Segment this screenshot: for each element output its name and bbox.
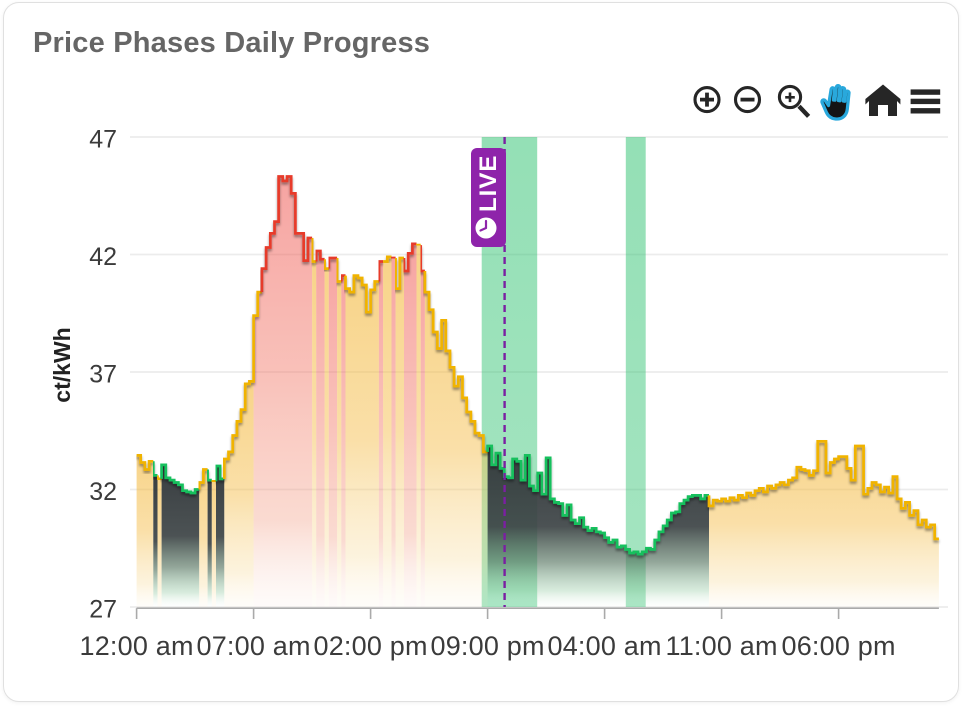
svg-text:27: 27: [89, 596, 117, 624]
svg-text:12:00 am: 12:00 am: [80, 631, 194, 661]
svg-text:06:00 pm: 06:00 pm: [782, 631, 896, 661]
svg-text:37: 37: [89, 361, 117, 389]
svg-text:42: 42: [89, 243, 117, 271]
svg-text:11:00 am: 11:00 am: [666, 631, 778, 661]
svg-text:07:00 am: 07:00 am: [197, 631, 311, 661]
svg-text:09:00 pm: 09:00 pm: [431, 631, 545, 661]
svg-text:47: 47: [89, 126, 117, 154]
svg-text:04:00 am: 04:00 am: [548, 631, 662, 661]
svg-text:LIVE: LIVE: [475, 155, 502, 212]
svg-text:ct/kWh: ct/kWh: [49, 327, 75, 402]
svg-text:02:00 pm: 02:00 pm: [314, 631, 428, 661]
svg-text:32: 32: [89, 478, 117, 506]
